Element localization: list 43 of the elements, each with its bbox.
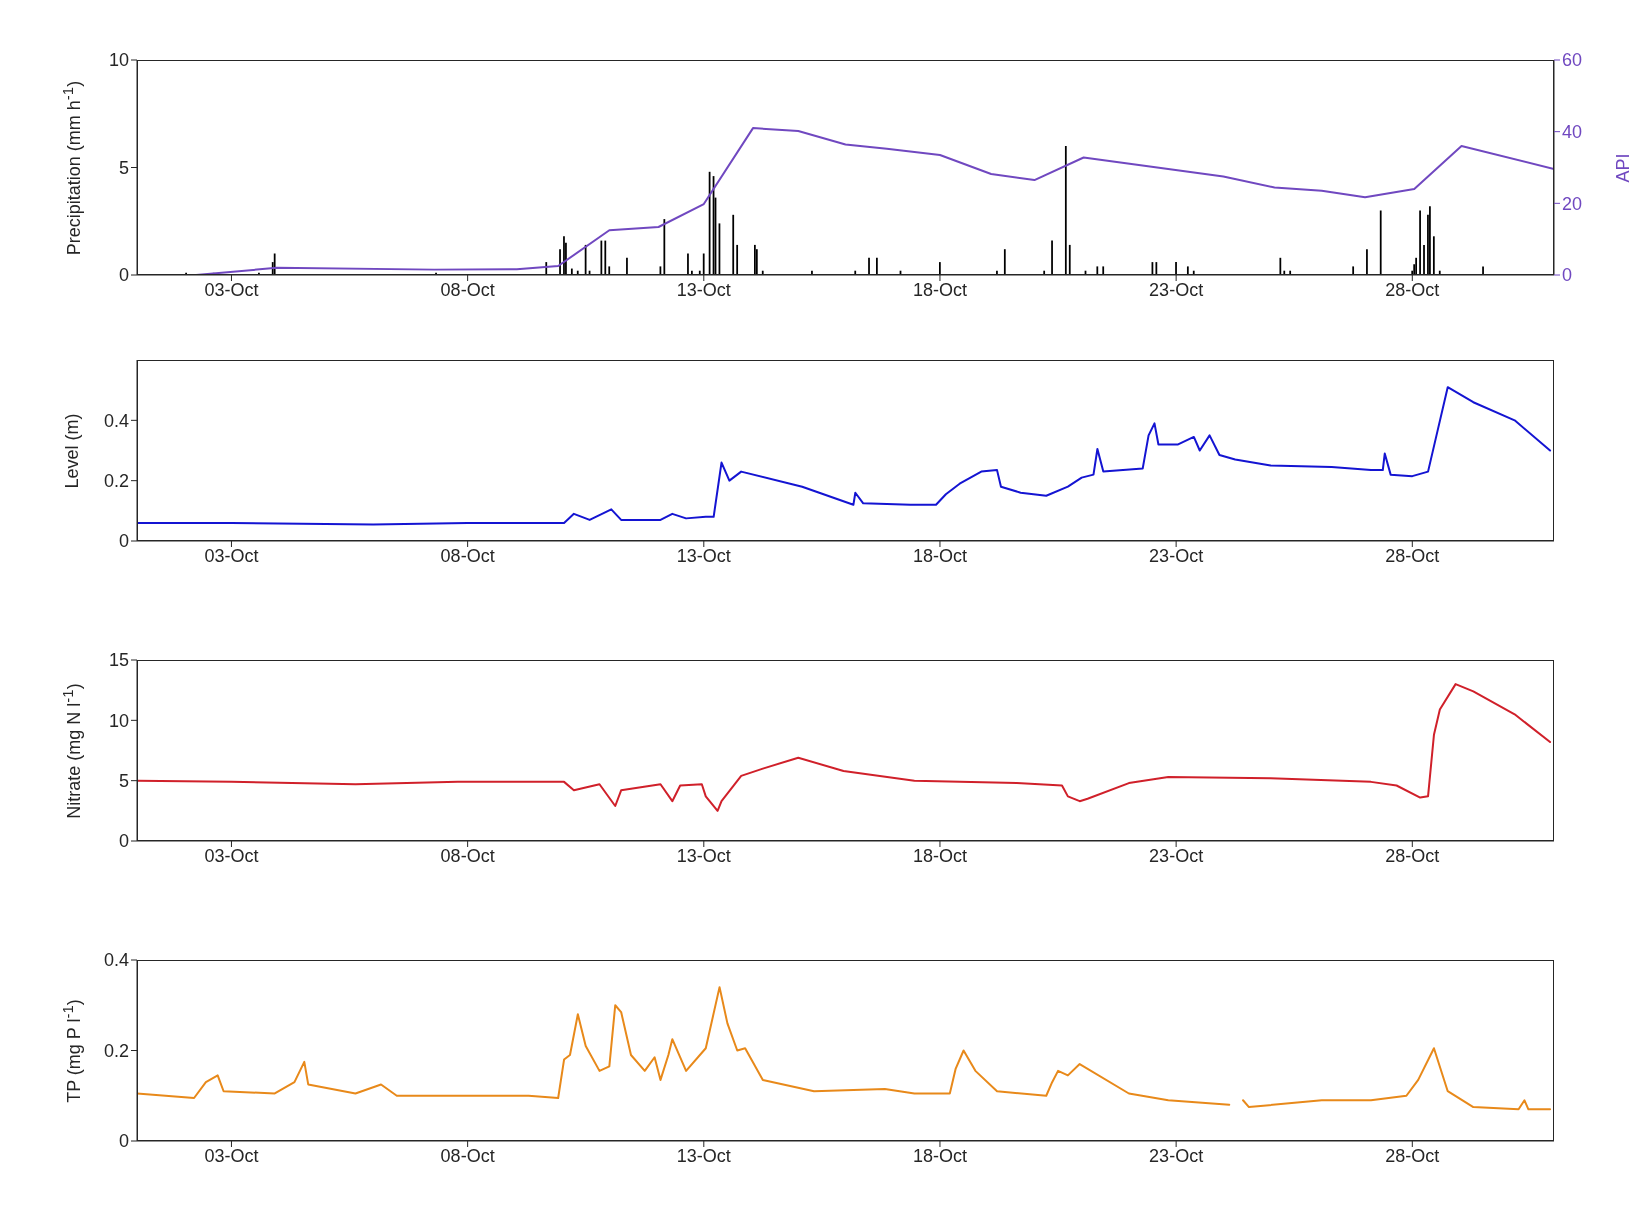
x-tick-label: 08-Oct bbox=[440, 279, 495, 300]
x-tick-label: 18-Oct bbox=[912, 845, 967, 866]
y2-tick-label: 40 bbox=[1562, 122, 1583, 143]
y-axis-title: Level (m) bbox=[61, 412, 83, 489]
y-tick-label: 0 bbox=[118, 265, 129, 286]
y-tick-label: 10 bbox=[108, 710, 129, 731]
x-tick-label: 28-Oct bbox=[1385, 845, 1440, 866]
x-tick-label: 28-Oct bbox=[1385, 279, 1440, 300]
x-tick-label: 03-Oct bbox=[204, 545, 259, 566]
y-tick-label: 0.2 bbox=[103, 471, 129, 492]
y-tick-label: 0 bbox=[118, 831, 129, 852]
x-tick-label: 08-Oct bbox=[440, 845, 495, 866]
y2-axis-title: API bbox=[1612, 152, 1634, 183]
x-tick-label: 13-Oct bbox=[676, 279, 731, 300]
x-tick-label: 23-Oct bbox=[1149, 545, 1204, 566]
y-tick-label: 0 bbox=[118, 531, 129, 552]
x-tick-label: 28-Oct bbox=[1385, 1145, 1440, 1166]
y-tick-label: 0.4 bbox=[103, 410, 129, 431]
y-tick-label: 5 bbox=[118, 771, 129, 792]
x-tick-label: 03-Oct bbox=[204, 845, 259, 866]
x-tick-label: 18-Oct bbox=[912, 1145, 967, 1166]
y-tick-label: 15 bbox=[108, 650, 129, 671]
y-tick-label: 10 bbox=[108, 50, 129, 71]
x-tick-label: 13-Oct bbox=[676, 545, 731, 566]
x-tick-label: 23-Oct bbox=[1149, 845, 1204, 866]
y-tick-label: 0.4 bbox=[103, 950, 129, 971]
y2-tick-label: 60 bbox=[1562, 50, 1583, 71]
x-tick-label: 18-Oct bbox=[912, 279, 967, 300]
x-tick-label: 03-Oct bbox=[204, 279, 259, 300]
x-tick-label: 08-Oct bbox=[440, 1145, 495, 1166]
x-tick-label: 23-Oct bbox=[1149, 1145, 1204, 1166]
x-tick-label: 03-Oct bbox=[204, 1145, 259, 1166]
x-tick-label: 08-Oct bbox=[440, 545, 495, 566]
x-tick-label: 28-Oct bbox=[1385, 545, 1440, 566]
y-tick-label: 5 bbox=[118, 157, 129, 178]
x-tick-label: 13-Oct bbox=[676, 1145, 731, 1166]
y-tick-label: 0.2 bbox=[103, 1040, 129, 1061]
x-tick-label: 18-Oct bbox=[912, 545, 967, 566]
x-tick-label: 13-Oct bbox=[676, 845, 731, 866]
y2-tick-label: 20 bbox=[1562, 193, 1583, 214]
x-tick-label: 23-Oct bbox=[1149, 279, 1204, 300]
y-tick-label: 0 bbox=[118, 1131, 129, 1152]
y2-tick-label: 0 bbox=[1562, 265, 1573, 286]
